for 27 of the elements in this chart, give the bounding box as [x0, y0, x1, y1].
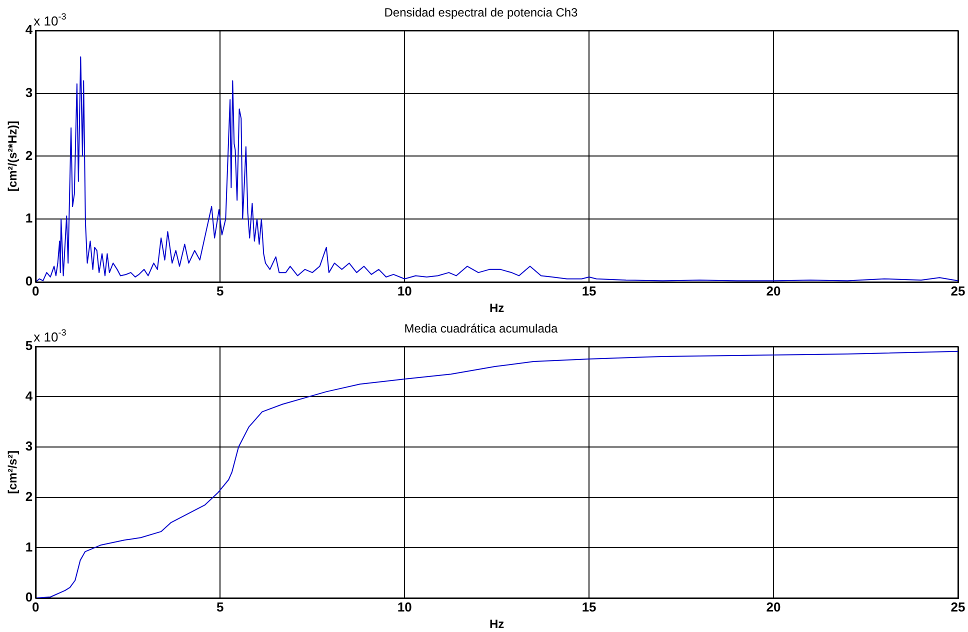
y-axis-title: [cm²/(s²*Hz)] — [6, 120, 20, 192]
y-tick-label: 1 — [25, 210, 33, 226]
chart-title: Densidad espectral de potencia Ch3 — [384, 6, 578, 20]
y-tick-label: 4 — [25, 22, 34, 37]
x-tick-label: 5 — [216, 599, 224, 614]
y-axis-title: [cm²/s²] — [6, 450, 20, 494]
x-tick-label: 5 — [216, 283, 224, 298]
x-tick-label: 15 — [582, 283, 596, 298]
x-axis-title: Hz — [489, 301, 504, 316]
y-tick-label: 5 — [25, 338, 33, 353]
y-tick-label: 0 — [25, 274, 33, 289]
y-tick-label: 2 — [25, 488, 33, 504]
x-axis-title: Hz — [489, 617, 504, 632]
y-tick-label: 0 — [25, 590, 33, 605]
x-tick-label: 25 — [950, 599, 966, 614]
y-tick-label: 3 — [25, 438, 33, 454]
x-tick-label: 10 — [397, 283, 412, 298]
x-tick-label: 20 — [766, 599, 781, 614]
y-tick-label: 3 — [25, 84, 33, 100]
y-tick-label: 4 — [25, 388, 34, 404]
x-tick-label: 15 — [582, 599, 596, 614]
x-tick-label: 10 — [397, 599, 412, 614]
y-tick-label: 2 — [25, 148, 33, 163]
x-tick-label: 25 — [950, 283, 966, 298]
chart-title: Media cuadrática acumulada — [404, 322, 558, 336]
x-tick-label: 20 — [766, 283, 781, 298]
y-tick-label: 1 — [25, 539, 33, 554]
